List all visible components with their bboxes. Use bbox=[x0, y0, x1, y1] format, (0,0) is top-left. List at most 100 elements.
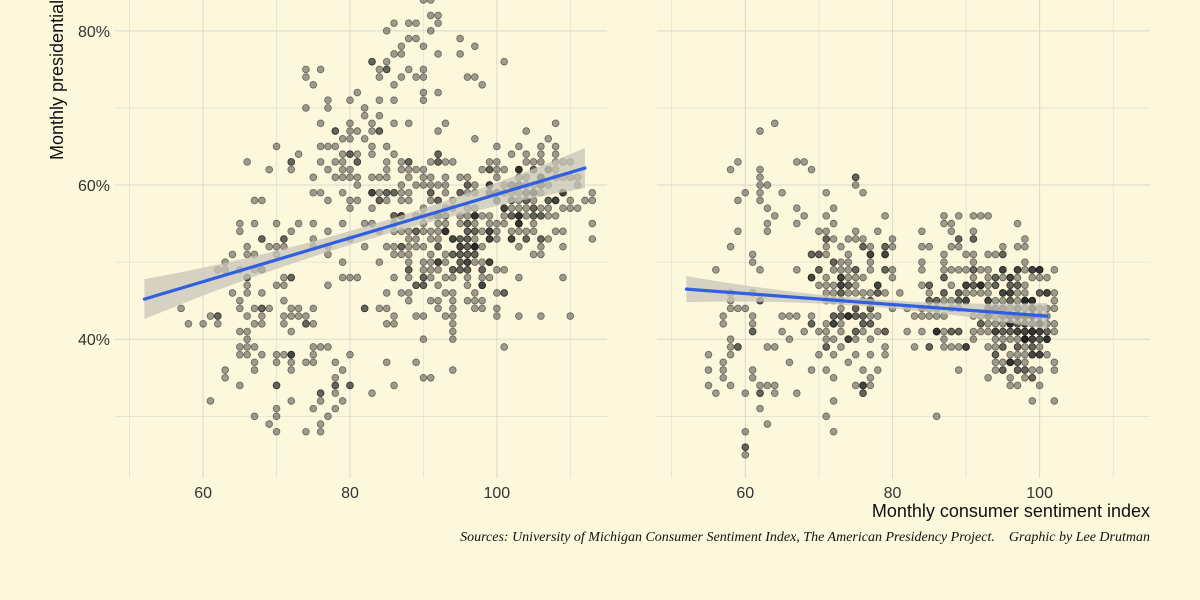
scatter-point bbox=[734, 304, 742, 313]
scatter-point bbox=[382, 142, 391, 151]
scatter-point bbox=[441, 219, 450, 228]
scatter-point bbox=[258, 289, 266, 297]
scatter-point bbox=[954, 289, 963, 297]
scatter-point bbox=[1035, 343, 1044, 351]
scatter-point bbox=[397, 42, 406, 51]
scatter-point bbox=[866, 266, 875, 274]
scatter-point bbox=[999, 289, 1007, 297]
scatter-point bbox=[390, 273, 398, 282]
scatter-point bbox=[441, 181, 450, 189]
scatter-point bbox=[448, 250, 457, 259]
scatter-point bbox=[324, 412, 332, 421]
scatter-point bbox=[404, 235, 413, 243]
scatter-point bbox=[748, 258, 757, 266]
scatter-point bbox=[807, 250, 816, 259]
scatter-point bbox=[515, 165, 523, 174]
scatter-point bbox=[947, 219, 956, 228]
scatter-point bbox=[353, 196, 362, 205]
scatter-point bbox=[463, 235, 472, 243]
scatter-point bbox=[228, 289, 237, 297]
scatter-point bbox=[375, 188, 384, 197]
scatter-point bbox=[999, 366, 1007, 374]
scatter-point bbox=[859, 381, 867, 390]
scatter-point bbox=[419, 173, 428, 182]
scatter-point bbox=[1013, 219, 1022, 228]
scatter-point bbox=[770, 381, 779, 390]
scatter-point bbox=[515, 204, 523, 212]
scatter-point bbox=[793, 389, 801, 397]
scatter-point bbox=[375, 73, 384, 81]
scatter-point bbox=[932, 312, 941, 320]
scatter-point bbox=[991, 281, 1000, 290]
scatter-point bbox=[426, 373, 435, 382]
scatter-point bbox=[500, 266, 508, 274]
scatter-point bbox=[272, 358, 281, 367]
scatter-point bbox=[404, 119, 413, 128]
scatter-point bbox=[940, 273, 948, 282]
scatter-point bbox=[529, 250, 538, 259]
scatter-point bbox=[316, 188, 325, 197]
scatter-point bbox=[309, 188, 318, 197]
scatter-point bbox=[338, 188, 347, 197]
scatter-point bbox=[360, 242, 369, 251]
scatter-point bbox=[999, 266, 1007, 274]
scatter-point bbox=[368, 57, 376, 66]
scatter-point bbox=[544, 134, 553, 143]
scatter-point bbox=[770, 212, 779, 220]
scatter-point bbox=[822, 320, 831, 328]
scatter-point bbox=[448, 266, 457, 274]
scatter-point bbox=[390, 19, 398, 27]
scatter-point bbox=[537, 150, 545, 158]
scatter-point bbox=[851, 312, 860, 320]
scatter-point bbox=[1013, 296, 1022, 305]
scatter-point bbox=[918, 281, 926, 290]
scatter-point bbox=[448, 289, 457, 297]
scatter-point bbox=[214, 312, 222, 320]
scatter-point bbox=[324, 281, 332, 290]
scatter-point bbox=[1006, 373, 1014, 382]
scatter-point bbox=[265, 242, 274, 251]
scatter-point bbox=[272, 427, 281, 436]
scatter-point bbox=[478, 304, 486, 313]
scatter-point bbox=[309, 173, 318, 182]
scatter-point bbox=[559, 204, 567, 212]
scatter-point bbox=[434, 11, 442, 20]
scatter-point bbox=[419, 266, 428, 274]
scatter-point bbox=[250, 366, 259, 374]
scatter-point bbox=[309, 404, 318, 413]
scatter-point bbox=[471, 258, 479, 266]
scatter-points bbox=[177, 0, 597, 436]
scatter-point bbox=[559, 273, 567, 282]
scatter-point bbox=[206, 397, 215, 405]
scatter-point bbox=[258, 320, 266, 328]
scatter-point bbox=[250, 343, 259, 351]
scatter-point bbox=[265, 165, 274, 174]
scatter-point bbox=[280, 273, 288, 282]
scatter-point bbox=[390, 381, 398, 390]
scatter-point bbox=[515, 312, 523, 320]
scatter-point bbox=[302, 427, 310, 436]
scatter-point bbox=[397, 250, 406, 259]
scatter-point bbox=[910, 312, 919, 320]
scatter-point bbox=[822, 227, 831, 236]
scatter-point bbox=[287, 158, 296, 166]
scatter-point bbox=[940, 335, 948, 344]
scatter-point bbox=[1043, 273, 1051, 282]
scatter-point bbox=[390, 320, 398, 328]
scatter-point bbox=[316, 420, 325, 428]
scatter-point bbox=[478, 258, 486, 266]
scatter-point bbox=[1013, 327, 1022, 336]
scatter-point bbox=[588, 196, 597, 205]
scatter-point bbox=[1050, 289, 1059, 297]
scatter-point bbox=[493, 173, 501, 182]
scatter-point bbox=[829, 204, 838, 212]
scatter-point bbox=[763, 204, 772, 212]
scatter-point bbox=[441, 312, 450, 320]
scatter-point bbox=[1028, 335, 1037, 344]
scatter-point bbox=[551, 119, 560, 128]
scatter-point bbox=[976, 327, 985, 336]
scatter-point bbox=[287, 165, 296, 174]
scatter-point bbox=[1021, 281, 1029, 290]
scatter-point bbox=[719, 358, 728, 367]
scatter-point bbox=[265, 420, 274, 428]
